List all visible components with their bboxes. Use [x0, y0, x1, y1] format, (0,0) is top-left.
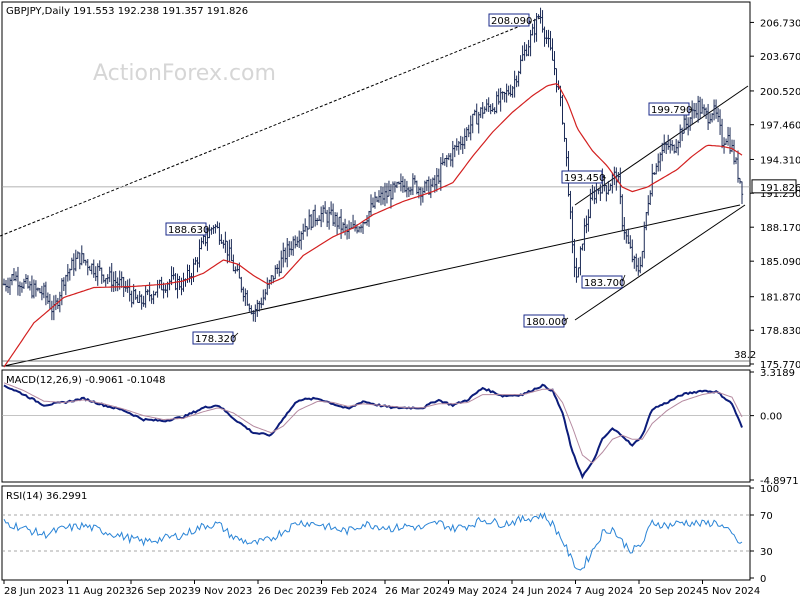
macd-y-tick-label: 3.3189	[760, 368, 795, 379]
annotation-label: 180.000	[526, 317, 567, 328]
price-panel-frame	[1, 1, 751, 367]
rsi-y-tick-label: 70	[760, 511, 773, 522]
price-annotation: 180.000	[523, 314, 569, 328]
trendline-upper-dotted	[0, 17, 541, 237]
rsi-series-group	[2, 512, 750, 571]
x-tick-label: 26 Sep 2023	[131, 586, 194, 597]
annotation-leader	[601, 176, 607, 179]
rsi-y-tick-label: 100	[760, 484, 779, 495]
macd-signal-line	[3, 382, 743, 464]
x-tick-label: 24 Jun 2024	[512, 586, 572, 597]
price-y-tick-label: 181.870	[760, 293, 800, 304]
annotation-box	[581, 275, 623, 289]
price-annotation: 178.320	[192, 331, 239, 345]
trendline-lower-long	[3, 204, 741, 367]
macd-panel-frame	[1, 369, 751, 483]
price-y-tick-label: 191.250	[760, 189, 800, 200]
price-series-group: 38.2 208.090 188.630 178.320 193.450 183.700 1…	[0, 7, 756, 368]
annotation-label: 183.700	[584, 278, 625, 289]
annotation-box	[523, 314, 565, 328]
annotation-label: 193.450	[564, 173, 605, 184]
price-annotation: 188.630	[165, 222, 209, 236]
x-tick-label: 9 Feb 2024	[322, 586, 378, 597]
annotation-box	[561, 170, 603, 184]
macd-title: MACD(12,26,9) -0.9061 -0.1048	[6, 375, 166, 386]
x-tick-label: 28 Jun 2023	[4, 586, 64, 597]
price-y-tick-label: 206.730	[760, 18, 800, 29]
annotation-label: 208.090	[491, 16, 532, 27]
x-tick-label: 7 Aug 2024	[576, 586, 634, 597]
rsi-title: RSI(14) 36.2991	[6, 491, 87, 502]
annotation-leader	[232, 332, 239, 339]
current-price-tag	[751, 179, 797, 194]
price-y-tick-label: 185.090	[760, 257, 800, 268]
x-tick-label: 26 Mar 2024	[385, 586, 448, 597]
macd-y-tick-label: -4.8971	[760, 476, 799, 487]
symbol-header: GBPJPY,Daily 191.553 192.238 191.357 191…	[6, 6, 248, 17]
fib-38-2-label: 38.2	[734, 350, 756, 361]
price-y-tick-label: 194.310	[760, 155, 800, 166]
moving-average-line	[3, 83, 743, 368]
price-y-tick-label: 178.830	[760, 326, 800, 337]
annotation-label: 178.320	[195, 334, 236, 345]
rsi-y-tick-label: 30	[760, 547, 773, 558]
watermark: ActionForex.com	[93, 61, 276, 86]
channel-lower-line	[574, 204, 746, 321]
price-y-tick-label: 188.170	[760, 223, 800, 234]
annotation-box	[648, 102, 690, 116]
x-tick-label: 26 Dec 2023	[258, 586, 322, 597]
x-tick-label: 5 Nov 2024	[703, 586, 761, 597]
ohlc-bar	[740, 181, 744, 205]
rsi-panel-frame	[1, 485, 751, 581]
macd-main-line	[3, 383, 743, 480]
x-tick-label: 20 Sep 2024	[639, 586, 702, 597]
annotation-box	[165, 222, 207, 236]
price-annotation: 183.700	[581, 274, 626, 289]
channel-upper-line	[574, 85, 749, 206]
x-tick-label: 9 Nov 2023	[195, 586, 253, 597]
price-annotation: 208.090	[488, 13, 532, 27]
macd-series-group	[2, 382, 750, 480]
macd-y-tick-label: 0.00	[760, 412, 782, 423]
price-y-tick-label: 203.670	[760, 52, 800, 63]
price-annotation: 193.450	[561, 170, 607, 184]
annotation-box	[192, 331, 234, 345]
rsi-y-tick-label: 0	[760, 574, 766, 585]
price-y-tick-label: 197.460	[760, 121, 800, 132]
current-price-label: 191.826	[760, 183, 800, 194]
price-y-tick-label: 200.520	[760, 87, 800, 98]
annotation-label: 188.630	[168, 225, 209, 236]
price-y-tick-label: 175.770	[760, 360, 800, 371]
x-tick-label: 11 Aug 2023	[68, 586, 132, 597]
annotation-label: 199.790	[651, 105, 692, 116]
annotation-box	[488, 13, 530, 27]
price-annotation: 199.790	[648, 102, 692, 116]
annotation-leader	[563, 317, 569, 322]
x-tick-label: 9 May 2024	[449, 586, 508, 597]
axes-group: 206.730 203.670 200.520 197.460 194.310 191.2…	[3, 18, 800, 597]
rsi-line	[3, 512, 743, 571]
